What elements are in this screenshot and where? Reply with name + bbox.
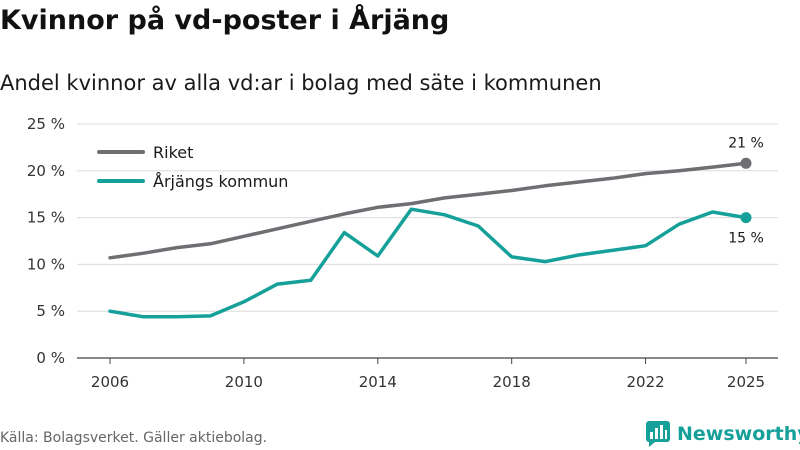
y-tick-label: 10 % — [27, 255, 65, 273]
end-value-label-1: 15 % — [728, 231, 764, 247]
series-line-0 — [108, 161, 748, 260]
legend-label-1: Årjängs kommun — [153, 172, 288, 191]
source-note: Källa: Bolagsverket. Gäller aktiebolag. — [0, 430, 268, 446]
x-tick-label: 2014 — [359, 373, 397, 391]
series-line-1 — [108, 207, 748, 319]
x-tick-label: 2018 — [493, 373, 531, 391]
end-value-label-0: 21 % — [728, 135, 764, 151]
x-tick-label: 2025 — [727, 373, 765, 391]
x-tick-label: 2010 — [225, 373, 263, 391]
chart-subtitle: Andel kvinnor av alla vd:ar i bolag med … — [0, 71, 602, 95]
series-lines — [108, 157, 752, 319]
series-end-marker-1 — [740, 212, 752, 224]
y-tick-label: 20 % — [27, 162, 65, 180]
series-end-marker-0 — [740, 157, 752, 169]
y-tick-label: 25 % — [27, 115, 65, 133]
end-annotations: 21 % 15 % — [728, 135, 764, 246]
chart-title: Kvinnor på vd-poster i Årjäng — [0, 5, 450, 36]
y-tick-label: 5 % — [36, 302, 65, 320]
y-tick-label: 15 % — [27, 209, 65, 227]
x-tick-label: 2022 — [626, 373, 664, 391]
line-chart: 0 % 5 % 10 % 15 % 20 % 25 % 2006 2010 2014 2018 20… — [27, 115, 778, 391]
legend-label-0: Riket — [153, 143, 193, 162]
axis-labels: 0 % 5 % 10 % 15 % 20 % 25 % 2006 2010 2014 2018 20… — [27, 115, 765, 391]
newsworthy-logo[interactable]: Newsworthy — [645, 420, 800, 448]
chart-bubble-icon — [646, 421, 670, 447]
y-tick-label: 0 % — [36, 349, 65, 367]
x-tick-label: 2006 — [91, 373, 129, 391]
legend: Riket Årjängs kommun — [97, 143, 288, 191]
brand-name: Newsworthy — [677, 423, 800, 445]
grid-lines — [77, 123, 778, 359]
